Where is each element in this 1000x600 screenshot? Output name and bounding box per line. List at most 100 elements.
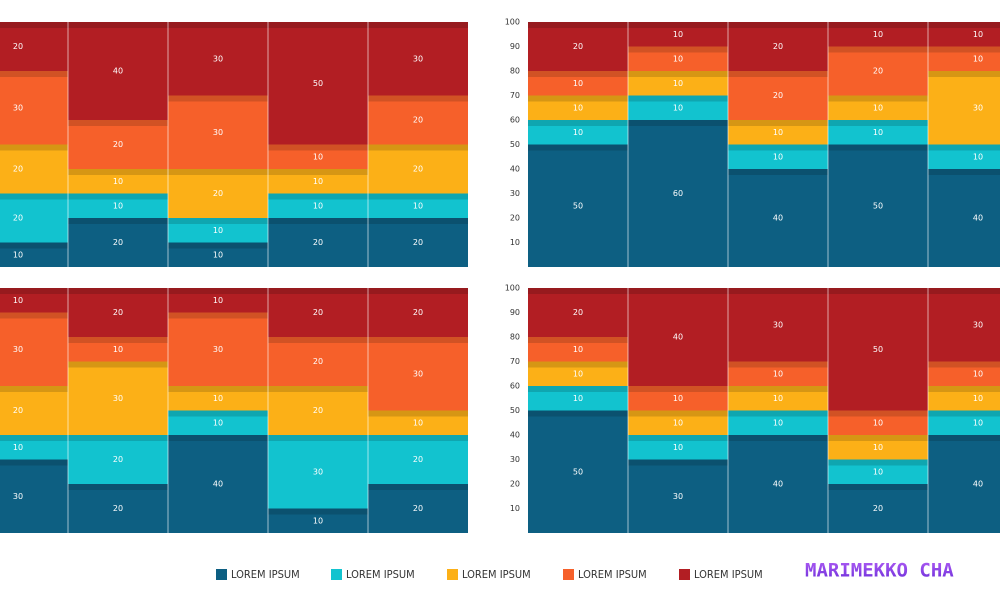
segment-label: 30: [673, 492, 683, 501]
segment-shade: [728, 169, 828, 175]
y-tick-label: 90: [510, 308, 520, 317]
segment-label: 20: [773, 42, 783, 51]
segment-label: 10: [673, 103, 683, 112]
segment: [0, 71, 68, 145]
segment: [0, 459, 68, 533]
segment-label: 20: [13, 165, 23, 174]
segment-shade: [368, 337, 468, 343]
segment-shade: [728, 120, 828, 126]
brand-title: MARIMEKKO CHA: [805, 560, 954, 582]
segment: [268, 218, 368, 267]
segment-label: 40: [773, 214, 783, 223]
segment-label: 10: [573, 103, 583, 112]
segment-label: 10: [973, 152, 983, 161]
segment: [268, 386, 368, 435]
segment: [168, 435, 268, 533]
segment-shade: [828, 410, 928, 417]
segment-shade: [928, 22, 1000, 28]
segment-shade: [368, 435, 468, 441]
segment-label: 20: [413, 238, 423, 247]
segment-shade: [68, 361, 168, 368]
segment-label: 20: [113, 455, 123, 464]
segment-label: 50: [313, 79, 323, 88]
legend-swatch: [563, 569, 574, 580]
segment-shade: [268, 218, 368, 224]
segment-label: 10: [873, 467, 883, 476]
segment: [728, 169, 828, 267]
segment-shade: [168, 288, 268, 294]
segment-shade: [268, 193, 368, 200]
segment-shade: [268, 337, 368, 343]
segment-label: 10: [573, 128, 583, 137]
segment-label: 10: [573, 345, 583, 354]
segment-shade: [928, 71, 1000, 77]
segment-shade: [928, 144, 1000, 151]
segment-label: 10: [973, 394, 983, 403]
y-tick-label: 60: [510, 382, 520, 391]
segment: [368, 435, 468, 484]
segment-shade: [368, 410, 468, 417]
segment-shade: [268, 386, 368, 392]
y-tick-label: 80: [510, 67, 520, 76]
segment-shade: [728, 386, 828, 392]
segment-shade: [68, 484, 168, 490]
segment: [68, 435, 168, 484]
segment-label: 30: [213, 128, 223, 137]
segment-label: 20: [313, 308, 323, 317]
segment-shade: [0, 144, 68, 151]
segment-shade: [928, 410, 1000, 417]
segment-shade: [0, 312, 68, 319]
segment-label: 10: [413, 418, 423, 427]
segment-shade: [528, 410, 628, 417]
segment: [628, 288, 728, 386]
segment-shade: [0, 386, 68, 392]
segment-shade: [828, 288, 928, 294]
segment-label: 20: [413, 308, 423, 317]
segment-shade: [828, 459, 928, 466]
segment-shade: [528, 144, 628, 151]
segment-label: 20: [313, 357, 323, 366]
segment-label: 10: [213, 394, 223, 403]
segment-shade: [268, 144, 368, 151]
segment-shade: [728, 22, 828, 28]
segment-label: 30: [973, 103, 983, 112]
segment-label: 20: [413, 455, 423, 464]
segment-label: 40: [113, 67, 123, 76]
segment-shade: [0, 288, 68, 294]
segment-label: 50: [573, 201, 583, 210]
segment-label: 10: [313, 152, 323, 161]
segment: [368, 95, 468, 145]
segment-shade: [928, 288, 1000, 294]
segment-shade: [168, 312, 268, 319]
segment-label: 30: [973, 320, 983, 329]
segment-label: 10: [973, 369, 983, 378]
segment-shade: [68, 193, 168, 200]
y-tick-label: 100: [505, 284, 520, 293]
segment: [928, 71, 1000, 145]
segment-label: 30: [13, 345, 23, 354]
segment-shade: [368, 288, 468, 294]
segment-shade: [528, 120, 628, 126]
segment-label: 10: [673, 79, 683, 88]
y-tick-label: 50: [510, 140, 520, 149]
segment-label: 10: [673, 443, 683, 452]
segment-shade: [728, 410, 828, 417]
segment-label: 20: [413, 116, 423, 125]
segment: [168, 95, 268, 169]
segment-shade: [628, 46, 728, 53]
segment-label: 10: [773, 394, 783, 403]
segment-label: 10: [673, 394, 683, 403]
segment-shade: [928, 435, 1000, 441]
segment-label: 10: [313, 201, 323, 210]
segment-shade: [728, 144, 828, 151]
segment-shade: [628, 410, 728, 417]
segment-label: 10: [13, 443, 23, 452]
segment-label: 20: [413, 165, 423, 174]
segment: [928, 169, 1000, 267]
segment-shade: [828, 22, 928, 28]
y-tick-label: 10: [510, 238, 520, 247]
segment-label: 10: [873, 128, 883, 137]
y-tick-label: 50: [510, 406, 520, 415]
segment-label: 20: [313, 406, 323, 415]
segment-label: 10: [573, 369, 583, 378]
